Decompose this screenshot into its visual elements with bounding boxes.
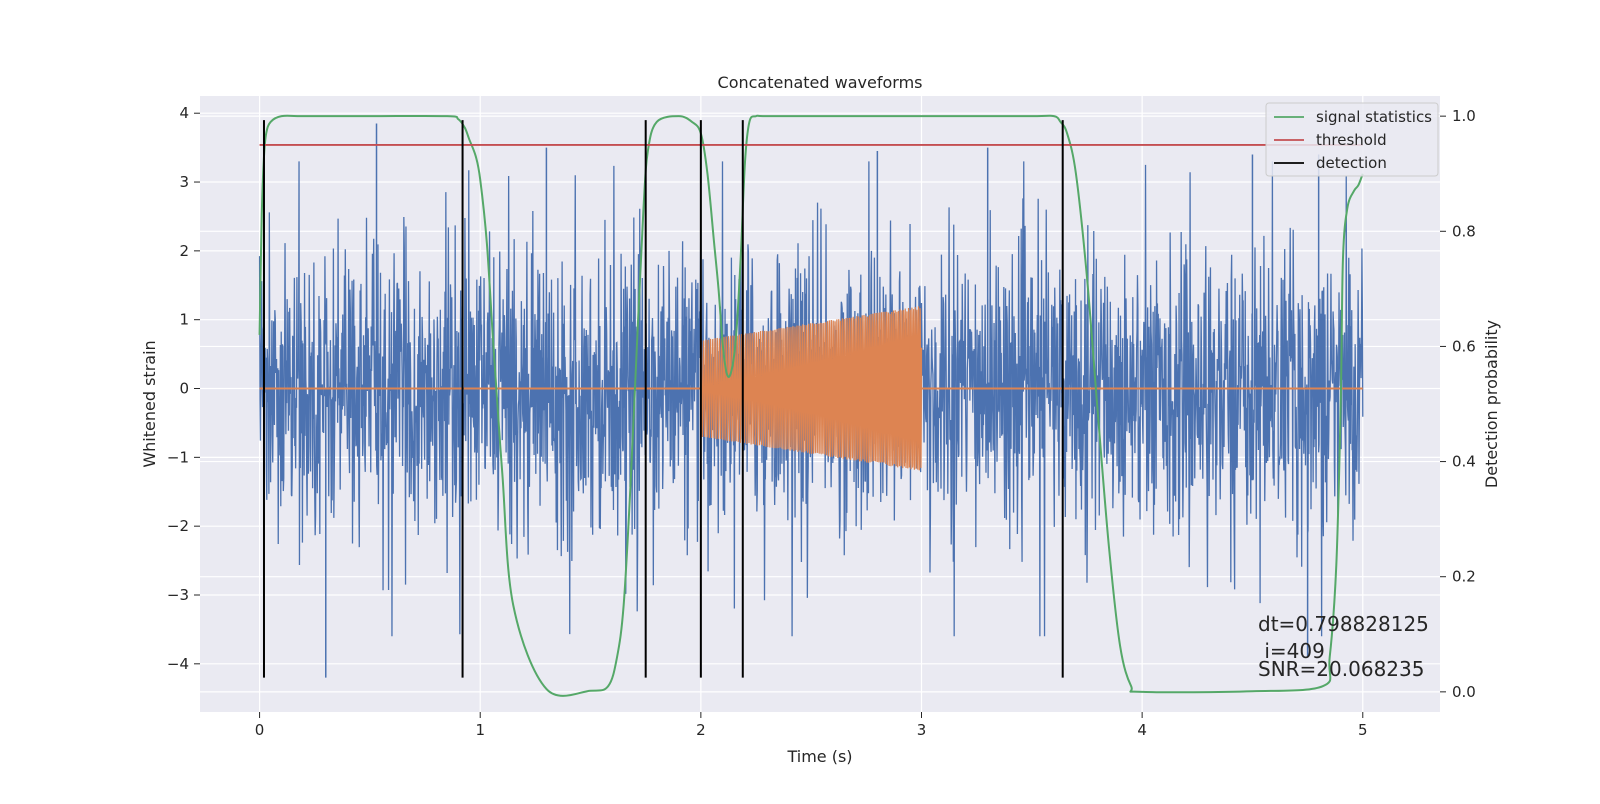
legend-label-detection: detection bbox=[1316, 154, 1387, 172]
y-left-tick-label: −2 bbox=[167, 517, 189, 535]
legend-label-signal-statistics: signal statistics bbox=[1316, 108, 1432, 126]
template-layer bbox=[259, 306, 1363, 471]
y-axis-label-left: Whitened strain bbox=[140, 340, 159, 467]
x-tick-label: 4 bbox=[1137, 721, 1147, 739]
y-left-tick-label: 3 bbox=[179, 173, 189, 191]
annotation-index: i=409 bbox=[1258, 639, 1325, 663]
y-left-tick-label: 4 bbox=[179, 104, 189, 122]
y-left-tick-label: −3 bbox=[167, 586, 189, 604]
y-left-tick-label: −1 bbox=[167, 448, 189, 466]
x-tick-label: 0 bbox=[255, 721, 265, 739]
annotation-dt: dt=0.798828125 bbox=[1258, 612, 1429, 636]
y-axis-label-right: Detection probability bbox=[1482, 320, 1501, 488]
x-tick-label: 3 bbox=[917, 721, 927, 739]
x-tick-label: 1 bbox=[475, 721, 485, 739]
legend-label-threshold: threshold bbox=[1316, 131, 1387, 149]
y-left-tick-label: 1 bbox=[179, 311, 189, 329]
y-right-tick-label: 0.2 bbox=[1452, 568, 1476, 586]
y-right-tick-label: 0.6 bbox=[1452, 337, 1476, 355]
y-right-tick-label: 0.8 bbox=[1452, 222, 1476, 240]
y-left-tick-label: 2 bbox=[179, 242, 189, 260]
y-right-tick-label: 0.0 bbox=[1452, 683, 1476, 701]
y-left-tick-label: 0 bbox=[179, 380, 189, 398]
y-left-tick-label: −4 bbox=[167, 655, 189, 673]
template-chirp-line bbox=[700, 306, 923, 471]
x-tick-label: 5 bbox=[1358, 721, 1368, 739]
x-axis-label: Time (s) bbox=[786, 747, 852, 766]
x-tick-label: 2 bbox=[696, 721, 706, 739]
legend-box bbox=[1265, 102, 1439, 177]
annotation-snr: SNR=20.068235 bbox=[1258, 657, 1424, 681]
probability-layer bbox=[258, 114, 1364, 697]
chart-title: Concatenated waveforms bbox=[718, 73, 923, 92]
ticks: 0 1 2 3 4 5 −4 −3 −2 −1 0 1 2 3 4 0.0 0.2 0.4 0.6 0.8 1.0 bbox=[167, 104, 1476, 739]
legend: signal statistics threshold detection bbox=[1265, 102, 1439, 177]
y-right-tick-label: 0.4 bbox=[1452, 453, 1476, 471]
signal-statistics-line bbox=[258, 114, 1364, 697]
y-right-tick-label: 1.0 bbox=[1452, 107, 1476, 125]
